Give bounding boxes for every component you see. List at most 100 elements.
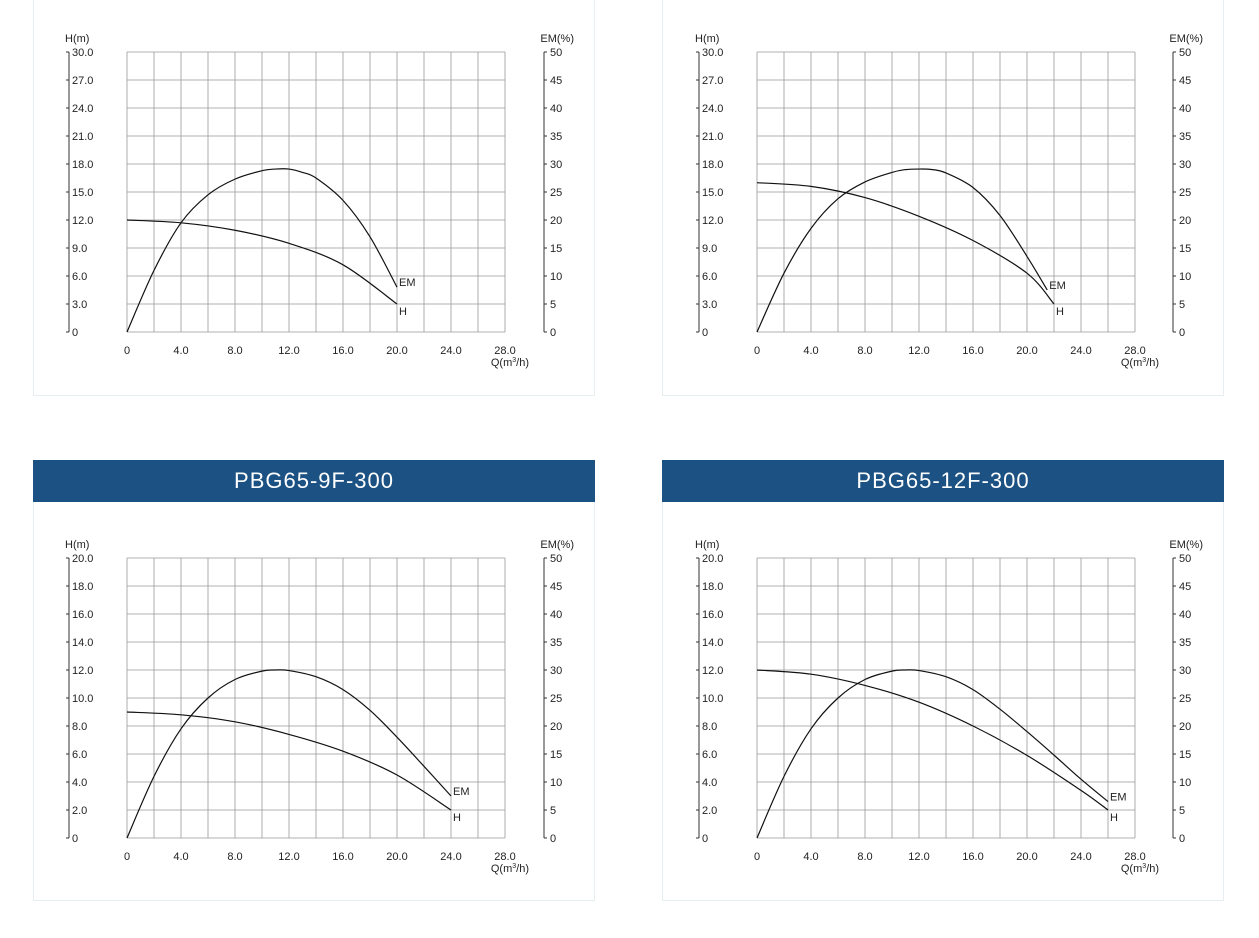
em-tick-label: 25	[1179, 187, 1191, 199]
h-tick-label: 16.0	[72, 609, 93, 621]
em-tick-label: 10	[1179, 777, 1191, 789]
em-tick-label: 45	[550, 75, 562, 87]
x-tick-label: 20.0	[1016, 851, 1037, 863]
em-tick-label: 40	[550, 609, 562, 621]
chart-1: 0 3.0 6.0 9.0 12.0 15.0 18.0 21.0 24.0 27.0 30.0 0 5…	[65, 33, 574, 369]
curve-h	[756, 669, 1109, 811]
h-tick-label: 27.0	[72, 75, 93, 87]
x-tick-label: 20.0	[1016, 345, 1037, 357]
x-tick-label: 28.0	[1124, 345, 1145, 357]
chart-3: 0 2.0 4.0 6.0 8.0 10.0 12.0 14.0 16.0 18.0 20.0 0 5 1…	[65, 539, 574, 875]
series-label-em: EM	[1110, 792, 1127, 804]
curve-h	[126, 711, 452, 811]
h-tick-label: 8.0	[72, 721, 87, 733]
em-tick-label: 15	[1179, 749, 1191, 761]
q-axis-label: Q(m3/h)	[1121, 357, 1159, 369]
chart-title-pbg65-12f-300: PBG65-12F-300	[662, 460, 1224, 502]
x-tick-label: 12.0	[278, 851, 299, 863]
h-tick-label: 8.0	[702, 721, 717, 733]
h-tick-label: 27.0	[702, 75, 723, 87]
x-tick-label: 24.0	[1070, 851, 1091, 863]
em-tick-label: 35	[550, 131, 562, 143]
h-tick-label: 30.0	[72, 47, 93, 59]
h-tick-label: 20.0	[72, 553, 93, 565]
curve-em	[126, 669, 452, 839]
em-axis-label: EM(%)	[1169, 33, 1203, 45]
x-tick-label: 28.0	[1124, 851, 1145, 863]
h-tick-label: 14.0	[72, 637, 93, 649]
x-tick-label: 20.0	[386, 851, 407, 863]
h-tick-label: 24.0	[72, 103, 93, 115]
h-tick-label: 2.0	[702, 805, 717, 817]
x-tick-label: 0	[124, 851, 130, 863]
x-tick-label: 16.0	[962, 345, 983, 357]
em-tick-label: 50	[550, 553, 562, 565]
em-tick-label: 0	[1179, 327, 1185, 339]
em-tick-label: 5	[1179, 805, 1185, 817]
h-tick-label: 18.0	[702, 581, 723, 593]
em-tick-label: 20	[550, 215, 562, 227]
em-tick-label: 15	[1179, 243, 1191, 255]
x-tick-label: 4.0	[173, 345, 188, 357]
h-tick-label: 12.0	[702, 215, 723, 227]
em-tick-label: 20	[550, 721, 562, 733]
h-tick-label: 20.0	[702, 553, 723, 565]
em-tick-label: 35	[550, 637, 562, 649]
h-tick-label: 12.0	[72, 215, 93, 227]
h-tick-label: 16.0	[702, 609, 723, 621]
h-tick-label: 14.0	[702, 637, 723, 649]
x-tick-label: 8.0	[227, 345, 242, 357]
chart-panel-4	[662, 502, 1224, 901]
h-tick-label: 6.0	[702, 271, 717, 283]
x-tick-label: 16.0	[332, 851, 353, 863]
em-tick-label: 30	[1179, 665, 1191, 677]
em-axis-label: EM(%)	[540, 539, 574, 551]
em-tick-label: 5	[1179, 299, 1185, 311]
h-tick-label: 15.0	[702, 187, 723, 199]
h-tick-label: 18.0	[72, 581, 93, 593]
em-tick-label: 35	[1179, 637, 1191, 649]
em-tick-label: 0	[1179, 833, 1185, 845]
x-tick-label: 20.0	[386, 345, 407, 357]
em-tick-label: 20	[1179, 215, 1191, 227]
x-tick-label: 8.0	[857, 345, 872, 357]
chart-panel-2	[662, 0, 1224, 396]
x-tick-label: 0	[124, 345, 130, 357]
em-tick-label: 25	[550, 693, 562, 705]
em-tick-label: 25	[1179, 693, 1191, 705]
em-tick-label: 40	[550, 103, 562, 115]
em-tick-label: 0	[550, 833, 556, 845]
x-tick-label: 4.0	[803, 345, 818, 357]
x-tick-label: 0	[754, 851, 760, 863]
h-tick-label: 6.0	[702, 749, 717, 761]
em-tick-label: 10	[550, 777, 562, 789]
curve-em	[756, 669, 1109, 839]
series-label-h: H	[1056, 306, 1064, 318]
x-tick-label: 16.0	[332, 345, 353, 357]
em-tick-label: 45	[1179, 581, 1191, 593]
em-tick-label: 50	[1179, 553, 1191, 565]
h-tick-label: 2.0	[72, 805, 87, 817]
x-tick-label: 12.0	[278, 345, 299, 357]
x-tick-label: 24.0	[1070, 345, 1091, 357]
h-tick-label: 12.0	[72, 665, 93, 677]
x-tick-label: 16.0	[962, 851, 983, 863]
chart-4: 0 2.0 4.0 6.0 8.0 10.0 12.0 14.0 16.0 18.0 20.0 0 5 1…	[695, 539, 1203, 875]
h-tick-label: 4.0	[72, 777, 87, 789]
h-tick-label: 4.0	[702, 777, 717, 789]
series-label-em: EM	[399, 277, 416, 289]
h-tick-label: 3.0	[702, 299, 717, 311]
q-axis-label: Q(m3/h)	[1121, 863, 1159, 875]
em-tick-label: 45	[550, 581, 562, 593]
h-axis-label: H(m)	[695, 539, 719, 551]
h-tick-label: 15.0	[72, 187, 93, 199]
em-tick-label: 25	[550, 187, 562, 199]
x-tick-label: 4.0	[803, 851, 818, 863]
em-tick-label: 30	[550, 665, 562, 677]
h-tick-label: 18.0	[72, 159, 93, 171]
h-tick-label: 30.0	[702, 47, 723, 59]
em-tick-label: 40	[1179, 103, 1191, 115]
em-axis-label: EM(%)	[540, 33, 574, 45]
h-tick-label: 10.0	[702, 693, 723, 705]
h-tick-label: 21.0	[72, 131, 93, 143]
